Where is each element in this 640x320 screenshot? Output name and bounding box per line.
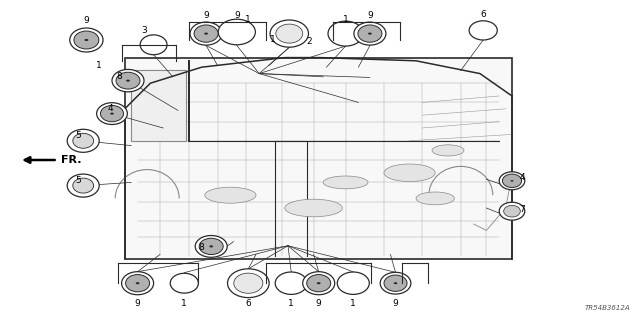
Ellipse shape <box>303 272 335 295</box>
Ellipse shape <box>228 269 269 298</box>
Ellipse shape <box>122 272 154 295</box>
Ellipse shape <box>394 282 397 284</box>
Ellipse shape <box>100 105 124 122</box>
Ellipse shape <box>74 31 99 49</box>
Text: 5: 5 <box>76 176 81 185</box>
Ellipse shape <box>384 275 407 291</box>
Ellipse shape <box>323 176 368 189</box>
Ellipse shape <box>195 236 227 257</box>
Ellipse shape <box>73 133 93 148</box>
Ellipse shape <box>67 129 99 152</box>
Text: 2: 2 <box>306 37 312 46</box>
Ellipse shape <box>170 273 198 293</box>
Text: 6: 6 <box>246 299 251 308</box>
Text: 8: 8 <box>116 72 122 81</box>
Ellipse shape <box>317 282 321 284</box>
Ellipse shape <box>502 174 522 188</box>
Text: 1: 1 <box>351 299 356 308</box>
Ellipse shape <box>504 205 520 217</box>
Ellipse shape <box>276 24 303 43</box>
Ellipse shape <box>384 164 435 181</box>
Ellipse shape <box>136 282 140 284</box>
Text: 7: 7 <box>520 205 525 214</box>
Ellipse shape <box>354 22 386 45</box>
Ellipse shape <box>190 22 222 45</box>
Ellipse shape <box>337 272 369 294</box>
Ellipse shape <box>368 33 372 35</box>
Ellipse shape <box>125 275 150 292</box>
Ellipse shape <box>199 238 223 255</box>
Text: 9: 9 <box>367 12 372 20</box>
Ellipse shape <box>70 28 103 52</box>
Text: FR.: FR. <box>61 155 81 165</box>
Ellipse shape <box>380 272 411 294</box>
Text: 6: 6 <box>481 10 486 19</box>
Ellipse shape <box>204 33 208 35</box>
Text: 8: 8 <box>198 243 204 252</box>
Ellipse shape <box>194 25 218 42</box>
Ellipse shape <box>234 273 263 293</box>
Ellipse shape <box>116 72 140 89</box>
Ellipse shape <box>97 103 127 124</box>
Text: 9: 9 <box>393 299 398 308</box>
Text: 3: 3 <box>141 26 147 35</box>
Ellipse shape <box>416 192 454 205</box>
Ellipse shape <box>285 199 342 217</box>
Text: 1: 1 <box>182 299 187 308</box>
Ellipse shape <box>358 25 382 42</box>
Ellipse shape <box>140 35 167 55</box>
Text: 9: 9 <box>316 299 321 308</box>
Ellipse shape <box>112 69 144 92</box>
Ellipse shape <box>307 275 331 292</box>
FancyBboxPatch shape <box>131 70 186 141</box>
Text: 9: 9 <box>84 16 89 25</box>
Ellipse shape <box>469 21 497 40</box>
FancyBboxPatch shape <box>125 58 512 259</box>
Ellipse shape <box>110 113 114 115</box>
Text: 9: 9 <box>234 12 239 20</box>
Text: 1: 1 <box>343 15 348 24</box>
Ellipse shape <box>67 174 99 197</box>
Ellipse shape <box>328 21 364 46</box>
Text: 1: 1 <box>97 61 102 70</box>
Ellipse shape <box>84 39 88 41</box>
Ellipse shape <box>73 178 93 193</box>
Ellipse shape <box>499 202 525 220</box>
Ellipse shape <box>270 20 308 47</box>
Text: 4: 4 <box>108 104 113 113</box>
Text: 4: 4 <box>520 173 525 182</box>
Text: TR54B3612A: TR54B3612A <box>585 305 630 311</box>
Text: 5: 5 <box>76 132 81 140</box>
Ellipse shape <box>209 245 213 247</box>
Text: 1: 1 <box>246 15 251 24</box>
Text: 9: 9 <box>135 299 140 308</box>
Ellipse shape <box>218 19 255 45</box>
Ellipse shape <box>499 172 525 190</box>
Ellipse shape <box>205 187 256 203</box>
Text: 1: 1 <box>270 36 276 44</box>
Text: 9: 9 <box>204 12 209 20</box>
Text: 1: 1 <box>289 299 294 308</box>
Ellipse shape <box>275 272 307 294</box>
Ellipse shape <box>432 145 464 156</box>
Ellipse shape <box>126 80 130 82</box>
Ellipse shape <box>511 180 513 182</box>
